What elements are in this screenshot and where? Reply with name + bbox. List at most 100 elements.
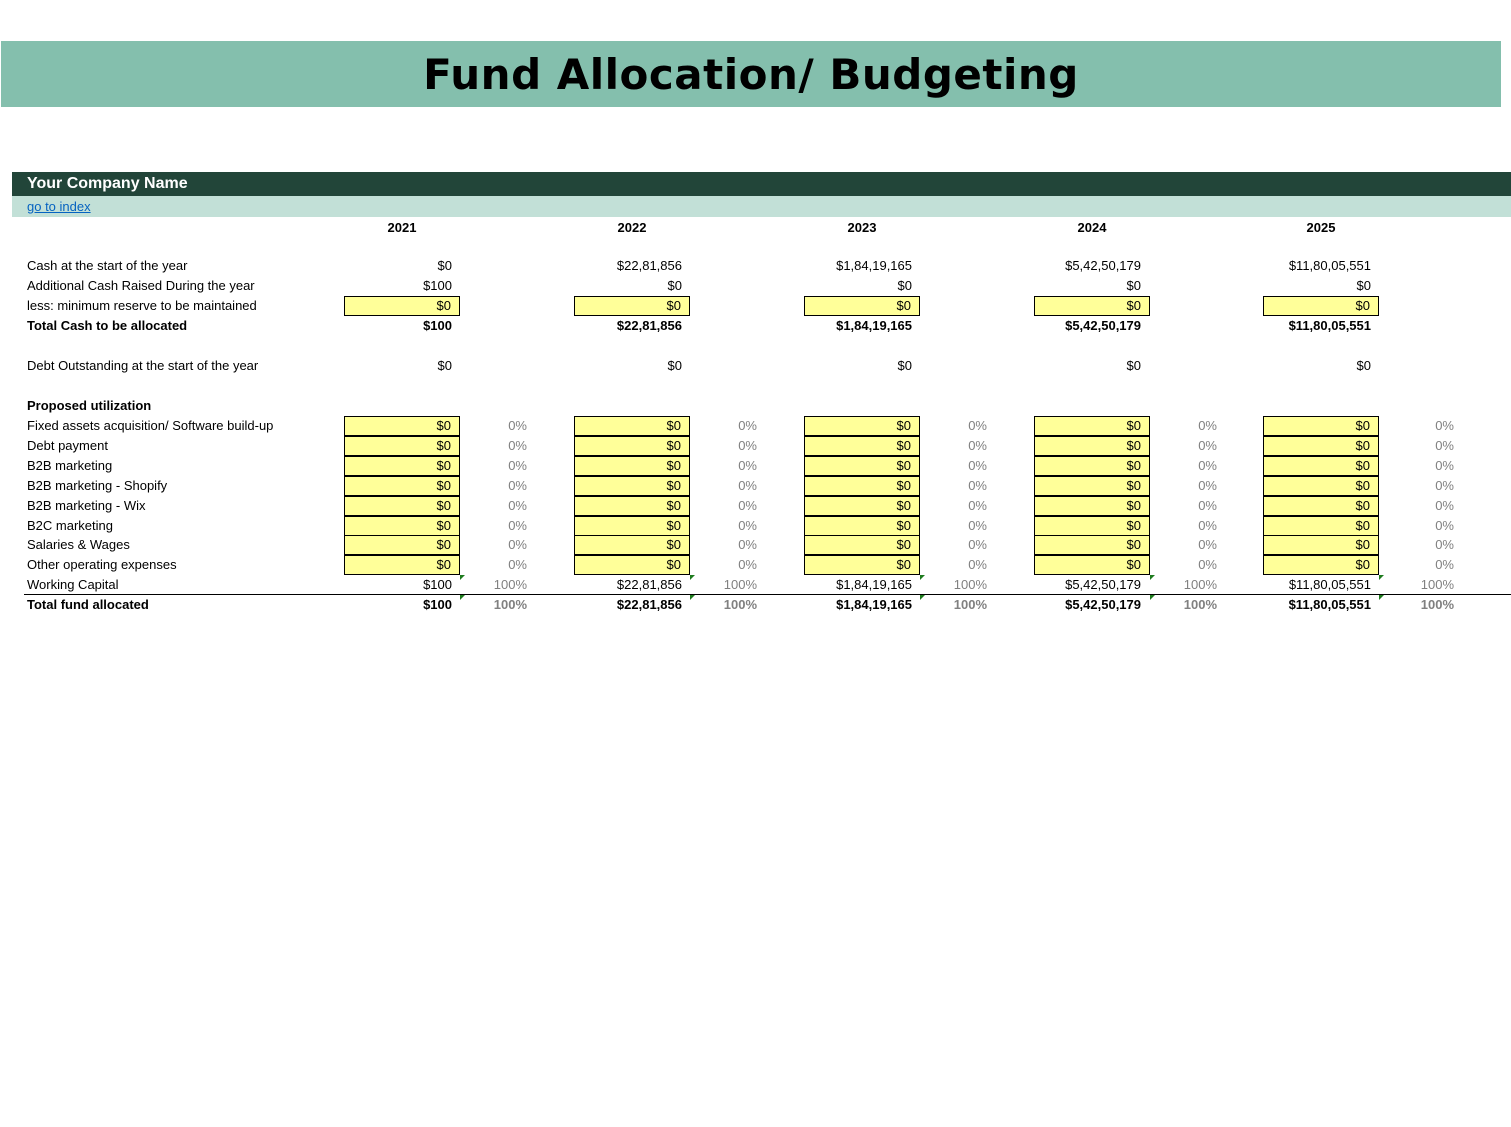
utilization-1-percent-2021: 0%: [508, 437, 527, 453]
utilization-3-input-2024[interactable]: $0: [1034, 475, 1150, 496]
working-capital-formula-marker-2021: [460, 575, 465, 580]
utilization-5-input-2021[interactable]: $0: [344, 515, 460, 536]
utilization-0-percent-2023: 0%: [968, 418, 987, 433]
utilization-6-input-2024[interactable]: $0: [1034, 535, 1150, 556]
utilization-0-input-2023[interactable]: $0: [804, 416, 920, 436]
working-capital-percent-2024: 100%: [1183, 577, 1217, 592]
utilization-2-label: B2B marketing: [27, 457, 113, 473]
utilization-6-input-2022[interactable]: $0: [574, 535, 690, 556]
utilization-4-row: B2B marketing - Wix $0 $0 $0 $0 $0 0% 0% 0% 0% 0%: [0, 495, 1511, 516]
total-allocated-percent-2024: 100%: [1183, 597, 1217, 612]
title-banner: Fund Allocation/ Budgeting: [1, 41, 1501, 107]
utilization-0-input-2022[interactable]: $0: [574, 416, 690, 436]
utilization-7-input-2021[interactable]: $0: [344, 555, 460, 576]
year-header-2022: 2022: [617, 220, 647, 235]
utilization-6-input-2023[interactable]: $0: [804, 535, 920, 556]
total-allocated-value-2022: $22,81,856: [616, 597, 682, 612]
utilization-2-input-2024[interactable]: $0: [1034, 455, 1150, 476]
total-allocated-formula-marker-2021: [460, 595, 465, 600]
utilization-0-input-2021[interactable]: $0: [344, 416, 460, 436]
utilization-2-input-2025[interactable]: $0: [1263, 455, 1379, 476]
utilization-4-input-2023[interactable]: $0: [804, 495, 920, 516]
utilization-1-input-2022[interactable]: $0: [574, 435, 690, 456]
additional-cash-value-2023: $0: [897, 278, 912, 293]
utilization-0-input-2025[interactable]: $0: [1263, 416, 1379, 436]
utilization-6-input-2021[interactable]: $0: [344, 535, 460, 556]
total-allocated-formula-marker-2025: [1379, 595, 1384, 600]
min-reserve-input-2025[interactable]: $0: [1263, 296, 1379, 316]
utilization-7-input-2022[interactable]: $0: [574, 555, 690, 576]
utilization-4-input-2022[interactable]: $0: [574, 495, 690, 516]
utilization-2-input-2023[interactable]: $0: [804, 455, 920, 476]
utilization-4-percent-2021: 0%: [508, 497, 527, 513]
working-capital-row: Working Capital $100 $22,81,856 $1,84,19,16…: [0, 575, 1511, 595]
utilization-5-input-2025[interactable]: $0: [1263, 515, 1379, 536]
cash-start-label: Cash at the start of the year: [27, 258, 188, 273]
utilization-3-row: B2B marketing - Shopify $0 $0 $0 $0 $0 0% 0% 0% 0…: [0, 475, 1511, 496]
utilization-5-percent-2023: 0%: [968, 517, 987, 533]
utilization-0-label: Fixed assets acquisition/ Software build…: [27, 418, 274, 433]
utilization-3-label: B2B marketing - Shopify: [27, 477, 168, 493]
go-to-index-link[interactable]: go to index: [27, 199, 91, 214]
utilization-1-percent-2024: 0%: [1198, 437, 1217, 453]
utilization-5-input-2024[interactable]: $0: [1034, 515, 1150, 536]
utilization-4-percent-2022: 0%: [738, 497, 757, 513]
utilization-7-input-2023[interactable]: $0: [804, 555, 920, 576]
utilization-2-input-2022[interactable]: $0: [574, 455, 690, 476]
additional-cash-label: Additional Cash Raised During the year: [27, 278, 255, 293]
min-reserve-row: less: minimum reserve to be maintained $0…: [0, 296, 1511, 316]
total-allocated-percent-2025: 100%: [1420, 597, 1454, 612]
total-allocated-value-2024: $5,42,50,179: [1065, 597, 1141, 612]
cash-start-value-2024: $5,42,50,179: [1065, 258, 1141, 273]
utilization-6-percent-2021: 0%: [508, 537, 527, 553]
utilization-3-input-2023[interactable]: $0: [804, 475, 920, 496]
working-capital-formula-marker-2022: [690, 575, 695, 580]
utilization-1-input-2023[interactable]: $0: [804, 435, 920, 456]
working-capital-percent-2022: 100%: [723, 577, 757, 592]
utilization-5-input-2023[interactable]: $0: [804, 515, 920, 536]
utilization-4-input-2024[interactable]: $0: [1034, 495, 1150, 516]
utilization-3-input-2022[interactable]: $0: [574, 475, 690, 496]
min-reserve-input-2024[interactable]: $0: [1034, 296, 1150, 316]
total-allocated-formula-marker-2024: [1150, 595, 1155, 600]
working-capital-value-2022: $22,81,856: [616, 577, 682, 592]
utilization-7-input-2024[interactable]: $0: [1034, 555, 1150, 576]
year-header-2023: 2023: [847, 220, 877, 235]
debt-outstanding-value-2023: $0: [897, 358, 912, 373]
min-reserve-input-2022[interactable]: $0: [574, 296, 690, 316]
debt-outstanding-row: Debt Outstanding at the start of the yea…: [0, 356, 1511, 376]
utilization-2-input-2021[interactable]: $0: [344, 455, 460, 476]
utilization-5-percent-2025: 0%: [1435, 517, 1454, 533]
utilization-5-percent-2022: 0%: [738, 517, 757, 533]
min-reserve-input-2023[interactable]: $0: [804, 296, 920, 316]
utilization-7-row: Other operating expenses $0 $0 $0 $0 $0 0% 0% 0%…: [0, 555, 1511, 576]
year-header-2025: 2025: [1306, 220, 1336, 235]
utilization-3-input-2021[interactable]: $0: [344, 475, 460, 496]
working-capital-value-2023: $1,84,19,165: [836, 577, 912, 592]
additional-cash-row: Additional Cash Raised During the year $1…: [0, 276, 1511, 296]
utilization-4-percent-2024: 0%: [1198, 497, 1217, 513]
working-capital-label: Working Capital: [27, 577, 119, 592]
utilization-1-row: Debt payment $0 $0 $0 $0 $0 0% 0% 0% 0% 0%: [0, 435, 1511, 456]
utilization-1-input-2024[interactable]: $0: [1034, 435, 1150, 456]
utilization-5-input-2022[interactable]: $0: [574, 515, 690, 536]
utilization-0-percent-2024: 0%: [1198, 418, 1217, 433]
utilization-0-input-2024[interactable]: $0: [1034, 416, 1150, 436]
utilization-4-input-2025[interactable]: $0: [1263, 495, 1379, 516]
utilization-6-row: Salaries & Wages $0 $0 $0 $0 $0 0% 0% 0% 0% 0%: [0, 535, 1511, 556]
min-reserve-label: less: minimum reserve to be maintained: [27, 298, 257, 313]
total-cash-value-2022: $22,81,856: [616, 318, 682, 333]
utilization-1-percent-2023: 0%: [968, 437, 987, 453]
utilization-6-label: Salaries & Wages: [27, 537, 130, 553]
min-reserve-input-2021[interactable]: $0: [344, 296, 460, 316]
utilization-5-percent-2024: 0%: [1198, 517, 1217, 533]
utilization-2-percent-2023: 0%: [968, 457, 987, 473]
utilization-3-percent-2023: 0%: [968, 477, 987, 493]
utilization-7-input-2025[interactable]: $0: [1263, 555, 1379, 576]
utilization-4-input-2021[interactable]: $0: [344, 495, 460, 516]
utilization-3-input-2025[interactable]: $0: [1263, 475, 1379, 496]
utilization-6-input-2025[interactable]: $0: [1263, 535, 1379, 556]
utilization-1-input-2025[interactable]: $0: [1263, 435, 1379, 456]
utilization-1-input-2021[interactable]: $0: [344, 435, 460, 456]
working-capital-percent-2023: 100%: [953, 577, 987, 592]
